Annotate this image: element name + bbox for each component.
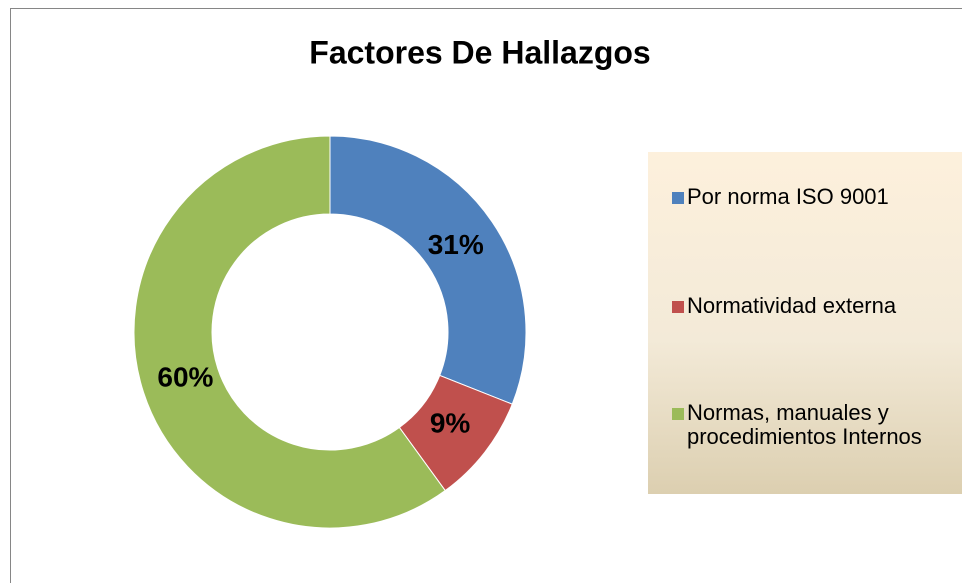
legend-swatch [672,301,684,313]
chart-title: Factores De Hallazgos [309,34,650,70]
legend-label: Normatividad externa [687,293,897,318]
legend-entry: Normas, manuales y procedimientos Intern… [672,401,927,449]
slice [329,135,527,405]
legend-swatch [672,192,684,204]
data-label: 9% [430,408,471,439]
legend-label: Normas, manuales y procedimientos Intern… [687,400,922,449]
legend-entry: Normatividad externa [672,294,927,318]
legend: Por norma ISO 9001 Normatividad externa No… [648,152,962,494]
slice [133,135,446,529]
legend-label: Por norma ISO 9001 [687,184,889,209]
data-label: 60% [157,361,213,392]
legend-entry: Por norma ISO 9001 [672,185,927,209]
legend-swatch [672,408,684,420]
data-label: 31% [428,229,484,260]
chart-border [10,8,962,583]
